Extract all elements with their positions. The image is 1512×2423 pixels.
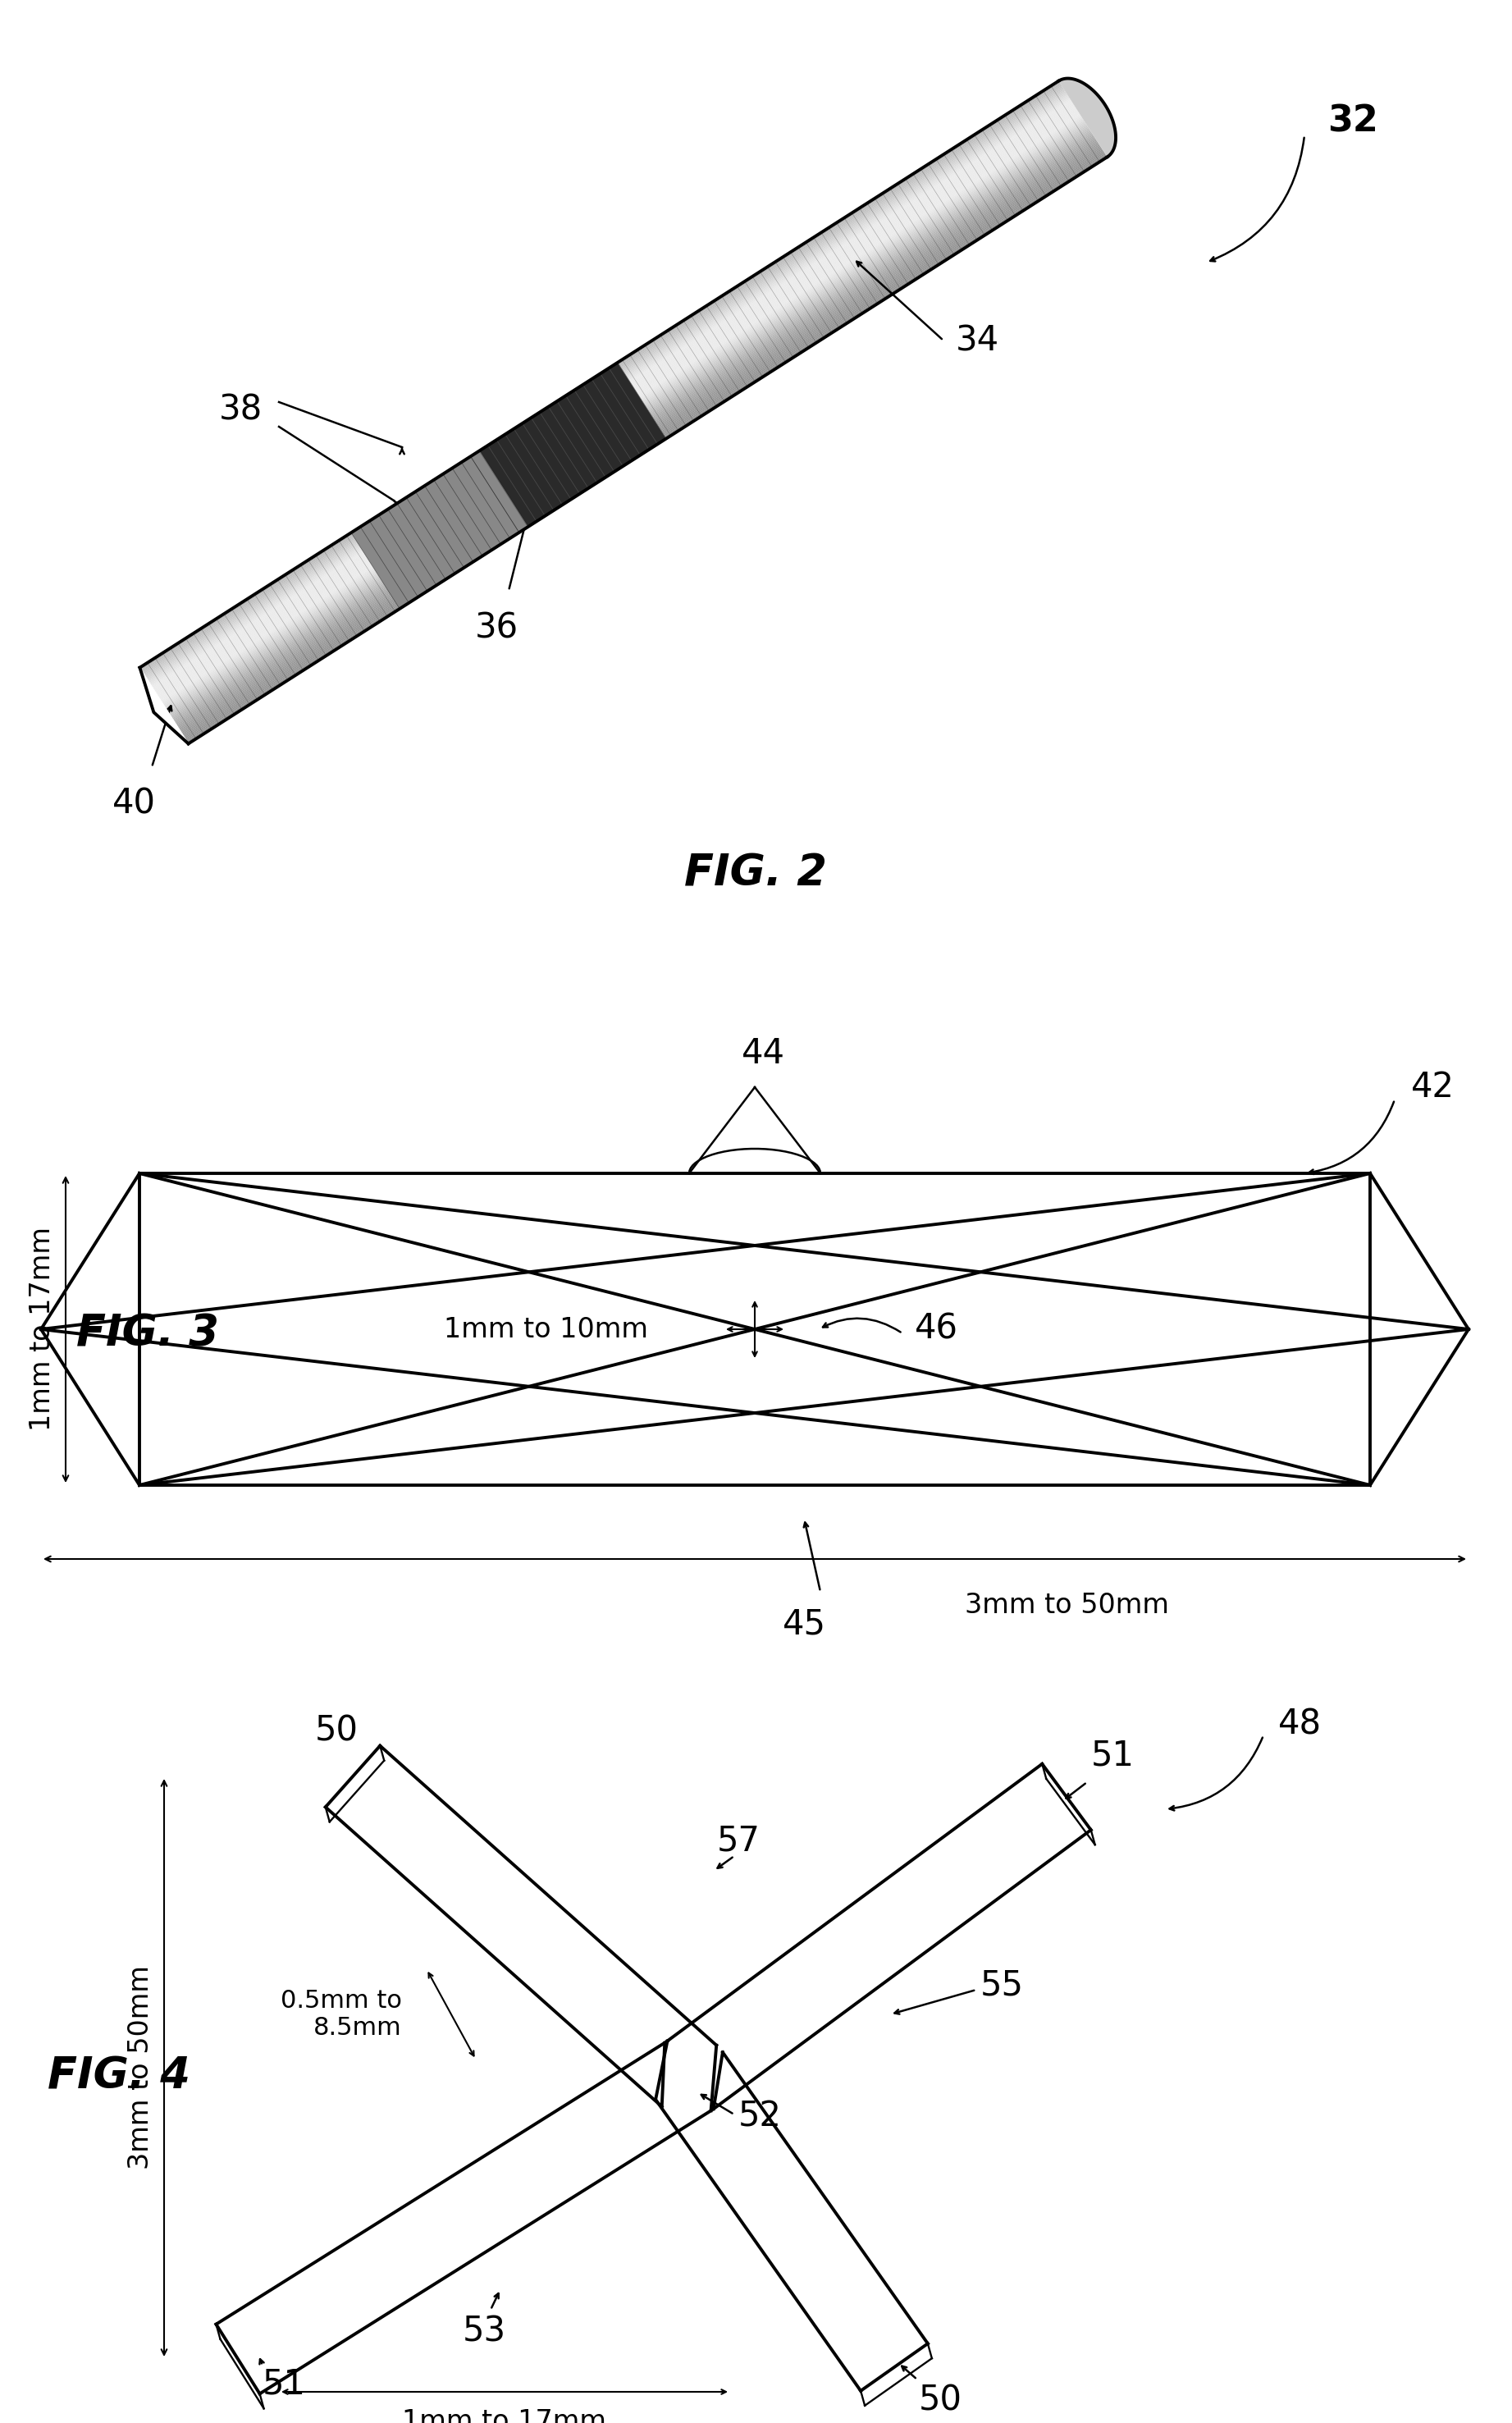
Polygon shape [184, 153, 1105, 739]
Text: 44: 44 [741, 1037, 785, 1071]
Polygon shape [181, 148, 1102, 734]
Text: 51: 51 [1092, 1737, 1134, 1771]
Text: 53: 53 [463, 2314, 507, 2348]
Polygon shape [144, 87, 1063, 676]
Polygon shape [168, 126, 1087, 712]
Text: 57: 57 [717, 1825, 761, 1858]
Polygon shape [470, 363, 667, 533]
Polygon shape [1058, 78, 1116, 157]
Text: 48: 48 [1278, 1708, 1321, 1742]
Polygon shape [168, 124, 1087, 712]
Polygon shape [171, 131, 1092, 717]
Polygon shape [174, 133, 1093, 722]
Polygon shape [169, 128, 1090, 715]
Polygon shape [172, 133, 1093, 722]
Text: 45: 45 [782, 1606, 826, 1640]
Polygon shape [166, 124, 1086, 710]
Text: 1mm to 17mm: 1mm to 17mm [402, 2408, 606, 2423]
Polygon shape [160, 114, 1081, 703]
Polygon shape [154, 102, 1074, 691]
Polygon shape [157, 109, 1077, 698]
Text: 52: 52 [738, 2101, 782, 2135]
Polygon shape [165, 121, 1084, 708]
Polygon shape [175, 136, 1095, 724]
Polygon shape [177, 138, 1096, 727]
Polygon shape [147, 92, 1067, 681]
Polygon shape [169, 126, 1089, 715]
Text: FIG. 3: FIG. 3 [76, 1311, 219, 1354]
Text: 32: 32 [1328, 104, 1377, 138]
Polygon shape [165, 119, 1084, 708]
Text: 42: 42 [1411, 1071, 1455, 1105]
Polygon shape [150, 97, 1070, 686]
Polygon shape [156, 107, 1075, 695]
Text: 50: 50 [314, 1713, 358, 1747]
Polygon shape [351, 451, 528, 608]
Polygon shape [160, 111, 1080, 700]
Polygon shape [156, 104, 1075, 693]
Text: 51: 51 [263, 2367, 305, 2401]
Polygon shape [186, 153, 1105, 741]
Polygon shape [139, 669, 189, 744]
Polygon shape [157, 107, 1077, 695]
Text: 55: 55 [980, 1967, 1024, 2004]
Polygon shape [180, 145, 1099, 732]
Text: FIG. 2: FIG. 2 [685, 853, 827, 894]
Polygon shape [178, 143, 1098, 729]
Polygon shape [162, 116, 1083, 705]
Polygon shape [172, 131, 1092, 720]
Polygon shape [183, 150, 1104, 737]
Polygon shape [187, 155, 1107, 741]
Text: 36: 36 [475, 611, 519, 647]
Text: 50: 50 [919, 2384, 962, 2418]
Polygon shape [150, 97, 1069, 683]
Text: 0.5mm to
8.5mm: 0.5mm to 8.5mm [281, 1989, 402, 2040]
Polygon shape [180, 143, 1099, 732]
Polygon shape [159, 109, 1078, 698]
Text: 3mm to 50mm: 3mm to 50mm [127, 1965, 154, 2171]
Polygon shape [148, 94, 1067, 681]
Polygon shape [181, 145, 1101, 734]
Polygon shape [177, 138, 1096, 727]
Polygon shape [178, 141, 1098, 729]
Polygon shape [183, 148, 1102, 737]
Polygon shape [139, 80, 1060, 669]
Polygon shape [153, 102, 1072, 688]
Polygon shape [142, 85, 1061, 674]
Polygon shape [154, 104, 1074, 691]
Polygon shape [162, 116, 1081, 703]
Polygon shape [184, 150, 1104, 739]
Text: 1mm to 17mm: 1mm to 17mm [29, 1226, 56, 1432]
Polygon shape [145, 90, 1064, 676]
Polygon shape [187, 155, 1107, 744]
Polygon shape [151, 99, 1072, 688]
Text: 40: 40 [112, 785, 156, 821]
Text: 34: 34 [956, 322, 999, 359]
Polygon shape [145, 90, 1064, 678]
Text: 1mm to 10mm: 1mm to 10mm [445, 1316, 649, 1342]
Polygon shape [174, 136, 1095, 724]
Polygon shape [144, 85, 1063, 674]
Polygon shape [147, 92, 1066, 678]
Text: 38: 38 [219, 393, 263, 426]
Polygon shape [163, 119, 1083, 705]
Text: 3mm to 50mm: 3mm to 50mm [965, 1592, 1169, 1619]
Text: 46: 46 [915, 1311, 959, 1347]
Polygon shape [142, 82, 1061, 671]
Polygon shape [151, 99, 1070, 686]
Polygon shape [159, 111, 1080, 700]
Polygon shape [148, 94, 1069, 683]
Text: FIG. 4: FIG. 4 [47, 2055, 191, 2098]
Polygon shape [141, 82, 1060, 671]
Polygon shape [166, 121, 1086, 710]
Polygon shape [171, 128, 1090, 717]
